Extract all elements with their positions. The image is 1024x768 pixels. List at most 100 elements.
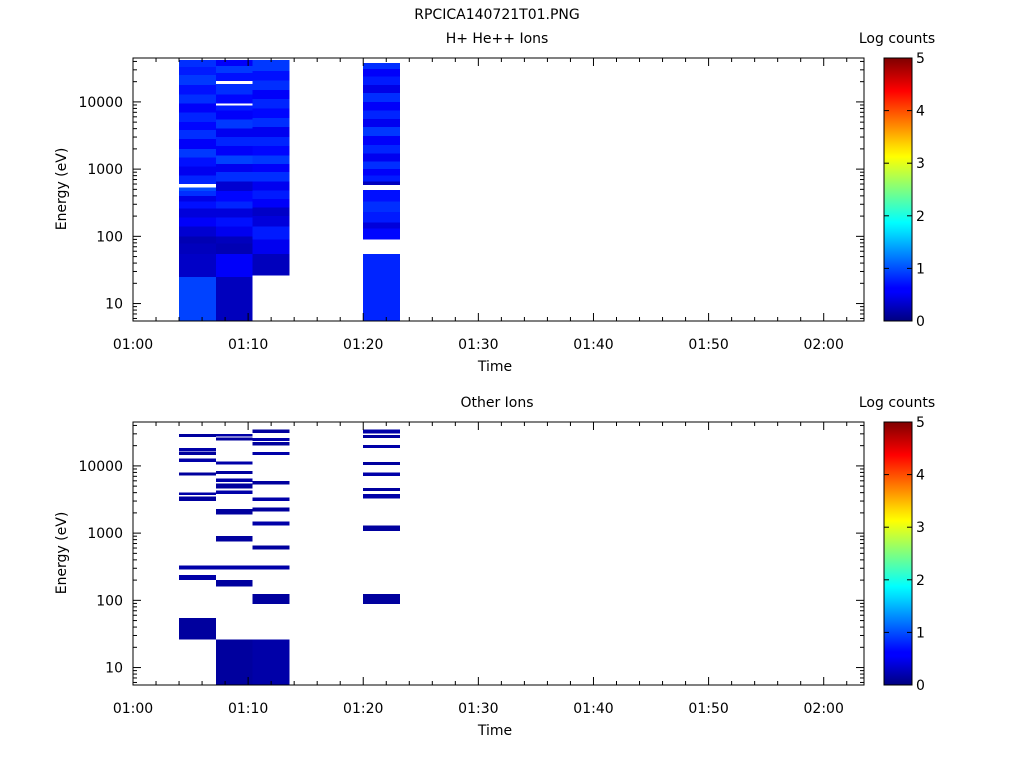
heatmap-cell (179, 201, 216, 209)
heatmap-cell (363, 253, 401, 321)
colorbar (883, 57, 913, 322)
heatmap-cell (215, 105, 253, 111)
heatmap-cell (252, 90, 290, 100)
heatmap-cell (179, 157, 216, 167)
colorbar-tick-label: 2 (916, 573, 925, 589)
panel-title: H+ He++ Ions (446, 31, 549, 47)
heatmap-cell (363, 444, 401, 448)
heatmap-cell (252, 70, 290, 81)
heatmap-cell (215, 181, 253, 192)
heatmap-cell (363, 84, 401, 94)
colorbar-tick-label: 4 (916, 468, 925, 484)
heatmap-cell (363, 212, 401, 223)
heatmap-cell (179, 565, 216, 570)
colorbar-tick-label: 3 (916, 520, 925, 536)
heatmap-cell (252, 507, 290, 512)
heatmap-cell (252, 163, 290, 173)
heatmap-cell (215, 128, 253, 138)
heatmap-cell (215, 83, 253, 95)
x-tick-label: 01:10 (228, 337, 268, 353)
heatmap-cell (252, 521, 290, 526)
heatmap-cell (179, 130, 216, 140)
heatmap-cell (252, 146, 290, 156)
heatmap-cell (215, 226, 253, 237)
heatmap-cell (179, 276, 216, 321)
x-tick-label: 01:10 (228, 701, 268, 717)
colorbar-tick-label: 5 (916, 415, 925, 431)
heatmap-cell (363, 101, 401, 111)
heatmap-cell (179, 496, 216, 502)
heatmap-cell (363, 181, 401, 186)
colorbar-tick-label: 1 (916, 625, 925, 641)
x-tick-label: 02:00 (804, 337, 844, 353)
heatmap-cell (179, 195, 216, 202)
heatmap-cell (179, 208, 216, 218)
heatmap-cell (179, 458, 216, 462)
heatmap-cell (363, 136, 401, 145)
heatmap-cell (252, 155, 290, 164)
colorbar-ticks: 0 1 2 3 4 5 (884, 415, 925, 694)
heatmap-cell (215, 119, 253, 129)
heatmap-cell (363, 472, 401, 476)
heatmap-cell (179, 253, 216, 277)
colorbar-tick-label: 0 (916, 314, 925, 330)
heatmap-cell (215, 433, 253, 437)
heatmap-cell (215, 639, 253, 685)
heatmap-cell (215, 146, 253, 156)
colorbar-label: Log counts (859, 31, 935, 47)
heatmap-cell (179, 67, 216, 76)
heatmap-cell (252, 137, 290, 147)
heatmap-cell (252, 207, 290, 217)
heatmap-cell (179, 447, 216, 452)
x-tick-label: 02:00 (804, 701, 844, 717)
heatmap-cell (215, 155, 253, 164)
heatmap-cell (215, 217, 253, 227)
panel-h-he-ions: H+ He++ Ions Log counts Time Energy (eV)… (54, 31, 935, 375)
heatmap-cell (215, 201, 253, 209)
x-tick-label: 01:30 (458, 701, 498, 717)
y-axis-label: Energy (eV) (54, 512, 70, 595)
colorbar-tick-label: 1 (916, 261, 925, 277)
heatmap-cell (215, 508, 253, 515)
heatmap-cell (215, 565, 253, 570)
heatmap-cell (179, 472, 216, 476)
x-tick-label: 01:20 (343, 701, 383, 717)
heatmap-cell (252, 216, 290, 227)
heatmap-cell (215, 72, 253, 81)
heatmap-cell (252, 239, 290, 254)
y-tick-label: 100 (96, 229, 123, 245)
heatmap-cell (252, 117, 290, 128)
heatmap-cell (363, 127, 401, 137)
heatmap-cell (252, 565, 290, 570)
x-axis-label: Time (477, 359, 512, 375)
heatmap-cell (215, 461, 253, 465)
heatmap-cell (215, 490, 253, 495)
heatmap-cell (179, 122, 216, 131)
figure-title: RPCICA140721T01.PNG (414, 7, 579, 23)
colorbar (883, 421, 913, 686)
heatmap-cell (363, 494, 401, 499)
heatmap-cell (363, 169, 401, 176)
heatmap-cell (215, 60, 253, 67)
heatmap-cell (179, 236, 216, 244)
heatmap-cell (252, 429, 290, 433)
heatmap-cell (363, 189, 401, 202)
colorbar-label: Log counts (859, 395, 935, 411)
y-tick-label: 1000 (87, 526, 123, 542)
heatmap-cell (363, 434, 401, 439)
heatmap-cell (363, 487, 401, 492)
heatmap-cell (252, 198, 290, 208)
y-tick-label: 10000 (78, 459, 123, 475)
heatmap-cell (363, 93, 401, 102)
y-axis-label: Energy (eV) (54, 148, 70, 231)
colorbar-tick-label: 3 (916, 156, 925, 172)
heatmap-cell (363, 110, 401, 119)
heatmap-cell (179, 103, 216, 113)
heatmap-cell (252, 452, 290, 456)
heatmap-cell (179, 217, 216, 227)
heatmap-cell (179, 191, 216, 196)
heatmap-cell (179, 226, 216, 237)
heatmap-cell (363, 68, 401, 77)
colorbar-tick-label: 2 (916, 209, 925, 225)
heatmap-cell (179, 166, 216, 176)
